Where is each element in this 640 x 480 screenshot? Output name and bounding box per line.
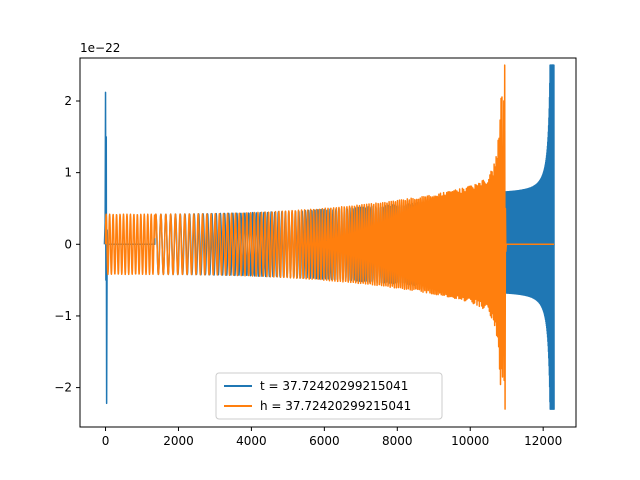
x-tick-label: 10000 [451,434,489,448]
x-tick-label: 6000 [309,434,340,448]
x-axis: 0 2000 4000 6000 8000 10000 12000 [102,427,562,448]
y-tick-label: 0 [64,237,72,251]
legend-label-h: h = 37.72420299215041 [260,399,411,413]
x-tick-label: 4000 [236,434,267,448]
y-axis: −2 −1 0 1 2 [54,94,80,395]
legend-box [215,372,443,420]
legend-label-t: t = 37.72420299215041 [260,379,408,393]
y-scale-factor: 1e−22 [80,41,120,55]
x-tick-label: 0 [102,434,110,448]
y-tick-label: 2 [64,94,72,108]
x-tick-label: 12000 [524,434,562,448]
series-line-h [104,64,555,410]
y-tick-label: 1 [64,166,72,180]
y-tick-label: −1 [54,309,72,323]
x-tick-label: 2000 [163,434,194,448]
y-tick-label: −2 [54,381,72,395]
x-tick-label: 8000 [382,434,413,448]
legend: t = 37.72420299215041 h = 37.72420299215… [215,372,443,420]
axes-frame [79,57,577,428]
series-layer [103,64,555,410]
